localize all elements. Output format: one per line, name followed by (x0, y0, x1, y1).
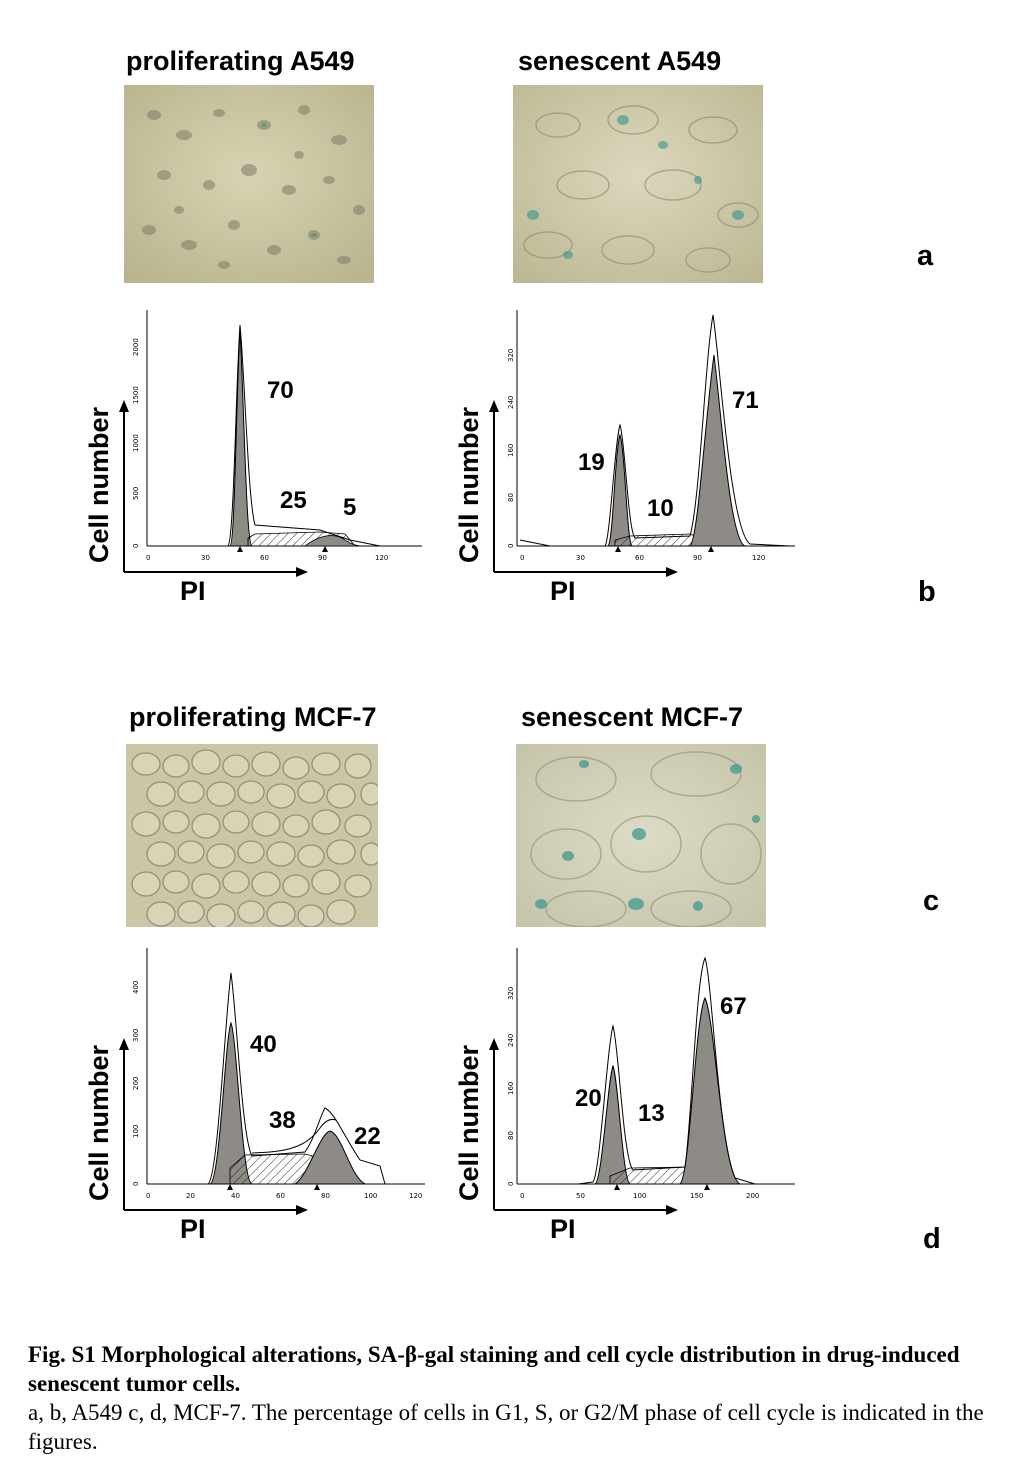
histogram-mcf7-proliferating: 0 20 40 60 80 100 120 0 100 200 300 400 … (84, 948, 425, 1244)
pct-g1: 20 (575, 1085, 602, 1112)
photo-senescent-a549 (513, 85, 763, 283)
xtick: 100 (364, 1192, 377, 1200)
xtick: 0 (146, 1192, 150, 1200)
title-senescent-a549: senescent A549 (518, 46, 722, 76)
pct-s: 38 (269, 1107, 296, 1134)
pct-s: 13 (638, 1100, 665, 1127)
micrograph-senes-mcf7 (516, 744, 766, 927)
ytick: 80 (507, 1131, 515, 1140)
caption-title: Fig. S1 Morphological alterations, SA-β-… (28, 1342, 960, 1396)
figure-caption: Fig. S1 Morphological alterations, SA-β-… (28, 1340, 1018, 1456)
xtick: 90 (318, 554, 327, 562)
pct-g2m: 5 (343, 494, 356, 521)
pct-g2m: 71 (732, 387, 759, 414)
ytick: 240 (507, 396, 515, 409)
xtick: 90 (693, 554, 702, 562)
ytick: 160 (507, 444, 515, 457)
ytick: 0 (132, 544, 140, 548)
xtick: 60 (276, 1192, 285, 1200)
caption-body: a, b, A549 c, d, MCF-7. The percentage o… (28, 1400, 984, 1454)
xtick: 30 (201, 554, 210, 562)
xtick: 80 (321, 1192, 330, 1200)
title-proliferating-mcf7: proliferating MCF-7 (129, 702, 377, 732)
y-axis-title: Cell number (84, 406, 114, 563)
pct-g2m: 22 (354, 1123, 381, 1150)
ytick: 0 (132, 1182, 140, 1186)
xtick: 0 (520, 1192, 524, 1200)
histogram-a549-senescent: 0 30 60 90 120 0 80 160 240 320 19 10 71… (454, 310, 795, 606)
ytick: 240 (507, 1034, 515, 1047)
ytick: 200 (132, 1077, 140, 1090)
ytick: 320 (507, 349, 515, 362)
ytick: 0 (507, 544, 515, 548)
xtick: 0 (146, 554, 150, 562)
y-axis-title: Cell number (454, 1044, 484, 1201)
pct-s: 25 (280, 487, 307, 514)
xtick: 200 (746, 1192, 759, 1200)
pct-g1: 19 (578, 449, 605, 476)
xtick: 120 (375, 554, 388, 562)
histogram-mcf7-senescent: 0 50 100 150 200 0 80 160 240 320 20 13 … (454, 948, 795, 1244)
y-axis-title: Cell number (84, 1044, 114, 1201)
x-axis-title: PI (180, 576, 206, 606)
ytick: 300 (132, 1029, 140, 1042)
photo-proliferating-a549 (124, 85, 374, 283)
pct-g1: 40 (250, 1031, 277, 1058)
xtick: 120 (752, 554, 765, 562)
photo-senescent-mcf7 (516, 744, 766, 927)
xtick: 60 (260, 554, 269, 562)
ytick: 1000 (132, 434, 140, 452)
panel-letter-c: c (923, 885, 940, 917)
ytick: 0 (507, 1182, 515, 1186)
x-axis-title: PI (550, 576, 576, 606)
y-axis-title: Cell number (454, 406, 484, 563)
xtick: 100 (633, 1192, 646, 1200)
micrograph-senes-a549 (513, 85, 763, 283)
ytick: 500 (132, 487, 140, 500)
ytick: 400 (132, 981, 140, 994)
x-axis-title: PI (550, 1214, 576, 1244)
xtick: 0 (520, 554, 524, 562)
pct-g1: 70 (267, 377, 294, 404)
ytick: 320 (507, 987, 515, 1000)
micrograph-prolif-mcf7 (126, 744, 378, 927)
xtick: 50 (576, 1192, 585, 1200)
ytick: 100 (132, 1125, 140, 1138)
ytick: 80 (507, 493, 515, 502)
micrograph-prolif-a549 (124, 85, 374, 283)
panel-letter-a: a (917, 240, 934, 272)
photo-proliferating-mcf7 (126, 744, 378, 927)
ytick: 1500 (132, 386, 140, 404)
x-axis-title: PI (180, 1214, 206, 1244)
title-proliferating-a549: proliferating A549 (126, 46, 355, 76)
panel-letter-b: b (918, 576, 936, 608)
xtick: 40 (231, 1192, 240, 1200)
panel-letter-d: d (923, 1223, 941, 1255)
pct-s: 10 (647, 495, 674, 522)
title-senescent-mcf7: senescent MCF-7 (521, 702, 744, 732)
ytick: 160 (507, 1082, 515, 1095)
xtick: 120 (409, 1192, 422, 1200)
ytick: 2000 (132, 338, 140, 356)
xtick: 150 (690, 1192, 703, 1200)
pct-g2m: 67 (720, 993, 747, 1020)
xtick: 30 (576, 554, 585, 562)
xtick: 60 (635, 554, 644, 562)
histogram-a549-proliferating: 0 30 60 90 120 0 500 1000 1500 2000 70 2… (84, 310, 422, 606)
xtick: 20 (186, 1192, 195, 1200)
